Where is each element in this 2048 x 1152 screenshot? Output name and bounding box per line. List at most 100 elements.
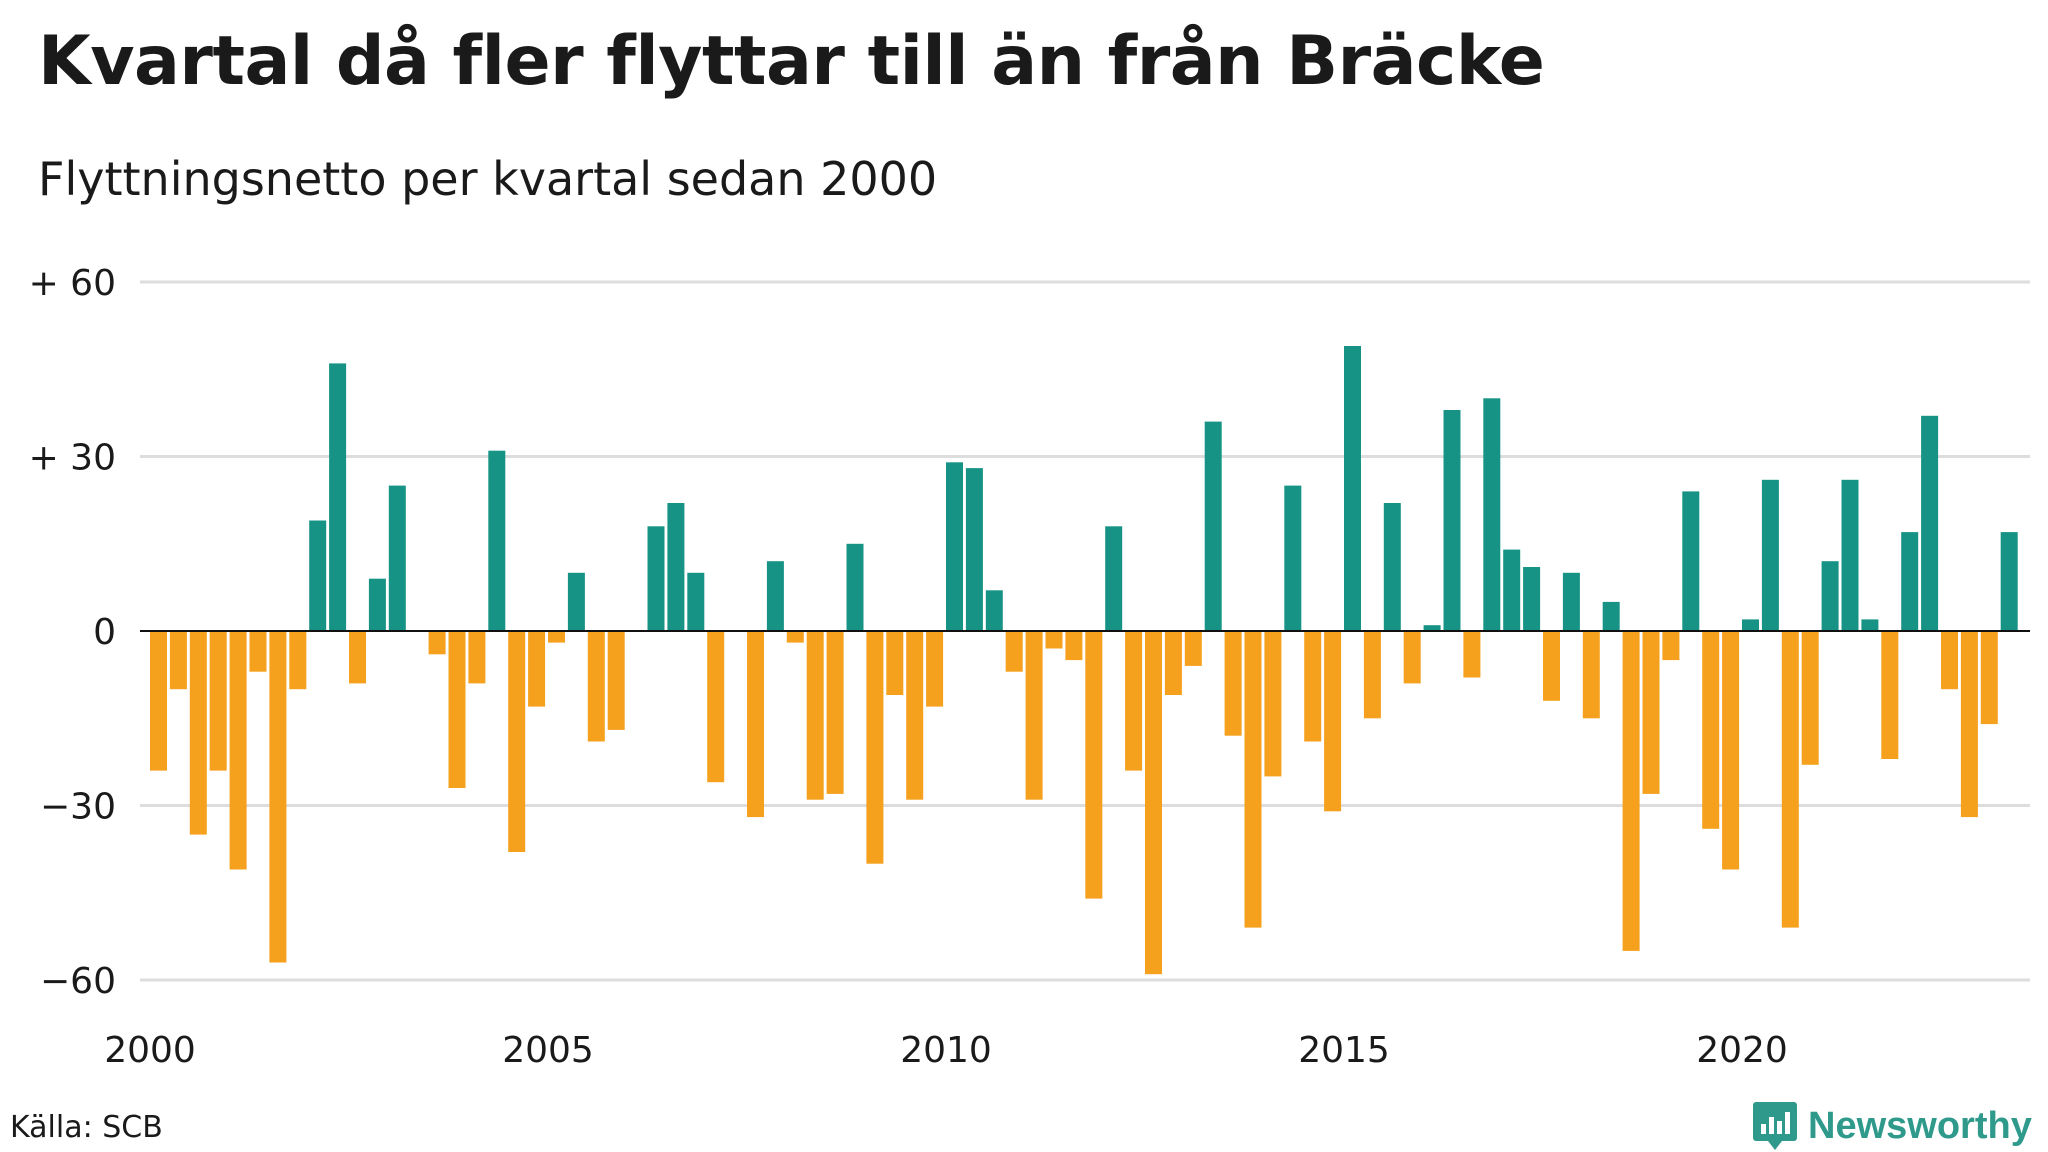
y-tick-label: + 30 (29, 438, 116, 479)
bar (488, 450, 506, 631)
bar (647, 526, 665, 631)
bar-chart-logo-icon (1753, 1102, 1797, 1150)
y-tick-label: −30 (40, 787, 116, 828)
bar (189, 631, 207, 835)
bar (1841, 479, 1859, 631)
bar (1483, 398, 1501, 631)
bar (906, 631, 924, 800)
bar (1881, 631, 1899, 759)
bar (1423, 625, 1441, 631)
bar (468, 631, 486, 684)
bar (1244, 631, 1262, 928)
bar (1960, 631, 1978, 818)
bar (1861, 619, 1879, 631)
y-tick-label: 0 (93, 612, 116, 653)
y-tick-label: + 60 (29, 263, 116, 304)
bar (1065, 631, 1083, 661)
bar (1005, 631, 1023, 672)
chart-title: Kvartal då fler flyttar till än från Brä… (38, 22, 1545, 101)
bar (587, 631, 605, 742)
x-tick-label: 2010 (900, 1030, 992, 1071)
brand-name: Newsworthy (1808, 1104, 2032, 1147)
bar (349, 631, 366, 684)
bars (150, 346, 2018, 975)
x-tick-label: 2000 (104, 1030, 196, 1071)
bar (309, 520, 327, 631)
bar (1602, 601, 1620, 631)
y-axis-labels: + 60 + 30 0 −30 −60 (29, 263, 116, 1002)
bar (707, 631, 725, 783)
newsworthy-logo: Newsworthy (1752, 1100, 2032, 1152)
bar (289, 631, 307, 690)
bar (1363, 631, 1381, 719)
bar (1682, 491, 1700, 631)
bar (150, 631, 167, 771)
bar (1125, 631, 1143, 771)
bar (1025, 631, 1043, 800)
bar (1443, 410, 1461, 631)
bar (2000, 532, 2018, 631)
chart-subtitle: Flyttningsnetto per kvartal sedan 2000 (38, 152, 938, 206)
bar (1204, 421, 1222, 631)
bar (886, 631, 904, 695)
bar (1642, 631, 1660, 794)
bar (567, 572, 585, 631)
bar (508, 631, 526, 852)
bar (826, 631, 844, 794)
x-tick-label: 2005 (502, 1030, 594, 1071)
bar (1980, 631, 1998, 725)
bar (1344, 346, 1361, 631)
bar (926, 631, 944, 707)
bar (1403, 631, 1421, 684)
bar (1264, 631, 1282, 777)
bar (1761, 479, 1779, 631)
bar (1821, 561, 1839, 631)
bar (269, 631, 287, 963)
bar (1085, 631, 1103, 899)
bar (428, 631, 446, 655)
bar (1582, 631, 1600, 719)
y-tick-label: −60 (40, 961, 116, 1002)
bar (846, 543, 864, 632)
source-note: Källa: SCB (10, 1110, 163, 1145)
bar (388, 485, 406, 631)
bar (1543, 631, 1560, 701)
bar (1045, 631, 1063, 649)
bar (1781, 631, 1799, 928)
bar (747, 631, 764, 818)
bar (1503, 549, 1521, 631)
bar (1562, 572, 1580, 631)
bar (169, 631, 187, 690)
bar (1145, 631, 1162, 975)
bar (607, 631, 625, 730)
x-tick-label: 2015 (1298, 1030, 1390, 1071)
bar (448, 631, 466, 788)
bar (786, 631, 804, 643)
bar (209, 631, 227, 771)
bar (667, 503, 685, 631)
bar (1702, 631, 1720, 829)
bar (687, 572, 705, 631)
bar (806, 631, 824, 800)
bar (1463, 631, 1481, 678)
bar (249, 631, 267, 672)
bar (1184, 631, 1202, 666)
x-tick-label: 2020 (1696, 1030, 1788, 1071)
bar (1324, 631, 1342, 812)
bar (1901, 532, 1919, 631)
bar (1105, 526, 1123, 631)
bar (229, 631, 247, 870)
bar (329, 363, 347, 631)
x-axis-labels: 2000 2005 2010 2015 2020 (104, 1030, 1788, 1071)
bar (985, 590, 1003, 631)
bar (866, 631, 884, 864)
bar (1941, 631, 1958, 690)
bar (946, 462, 963, 631)
bar (368, 578, 386, 631)
bar (1801, 631, 1819, 765)
bar (1722, 631, 1740, 870)
bar (1383, 503, 1401, 631)
bar (528, 631, 546, 707)
bar (965, 468, 983, 631)
